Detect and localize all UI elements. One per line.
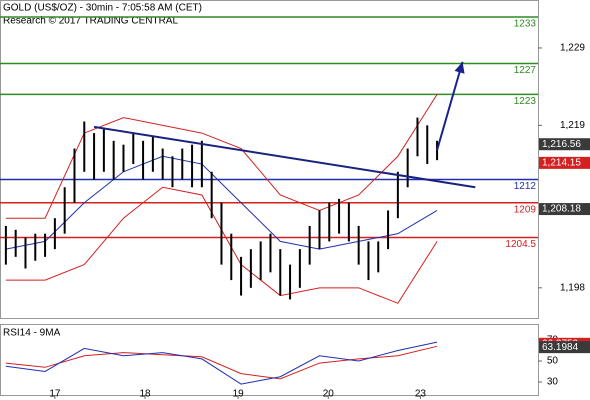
- level-label: 1204.5: [505, 239, 536, 250]
- price-tag: [539, 138, 590, 151]
- level-label: 1209: [514, 204, 537, 215]
- level-label: 1223: [514, 96, 537, 107]
- rsi-line: [5, 345, 438, 380]
- level-label: 1212: [514, 181, 537, 192]
- y-tick-label: 1,219: [560, 120, 585, 131]
- price-tag: [539, 156, 590, 169]
- x-tick-label: 19: [233, 389, 245, 400]
- chart-subtitle: Research © 2017 TRADING CENTRAL: [3, 16, 178, 27]
- level-label: 1233: [514, 19, 537, 30]
- y-tick-label: 1,229: [560, 43, 585, 54]
- rsi-panel: [0, 324, 539, 396]
- level-label: 1227: [514, 65, 537, 76]
- price-panel: [0, 0, 539, 319]
- x-tick-label: 18: [139, 389, 151, 400]
- price-tag-label: 1,214.15: [542, 158, 581, 169]
- rsi-line: [5, 341, 438, 385]
- overlay-line: [5, 94, 438, 219]
- price-tag: [539, 203, 590, 216]
- forecast-arrow: [436, 61, 464, 151]
- y-tick-label: 1,198: [560, 282, 585, 293]
- rsi-tag-label: 63.1984: [542, 342, 579, 353]
- overlay-line: [5, 155, 438, 250]
- x-tick-label: 23: [415, 389, 427, 400]
- rsi-tick-label: 50: [547, 356, 559, 367]
- rsi-tick-label: 30: [547, 377, 559, 388]
- trendline: [93, 125, 476, 189]
- price-tag-label: 1,216.56: [542, 139, 581, 150]
- x-tick-label: 20: [323, 389, 335, 400]
- rsi-label: RSI14 - 9MA: [3, 328, 61, 339]
- arrow-head: [454, 61, 465, 74]
- x-tick-label: 17: [49, 389, 61, 400]
- rsi-tag: [539, 341, 590, 354]
- price-tag-label: 1,208.18: [542, 204, 581, 215]
- chart-title: GOLD (US$/OZ) - 30min - 7:05:58 AM (CET): [3, 3, 202, 14]
